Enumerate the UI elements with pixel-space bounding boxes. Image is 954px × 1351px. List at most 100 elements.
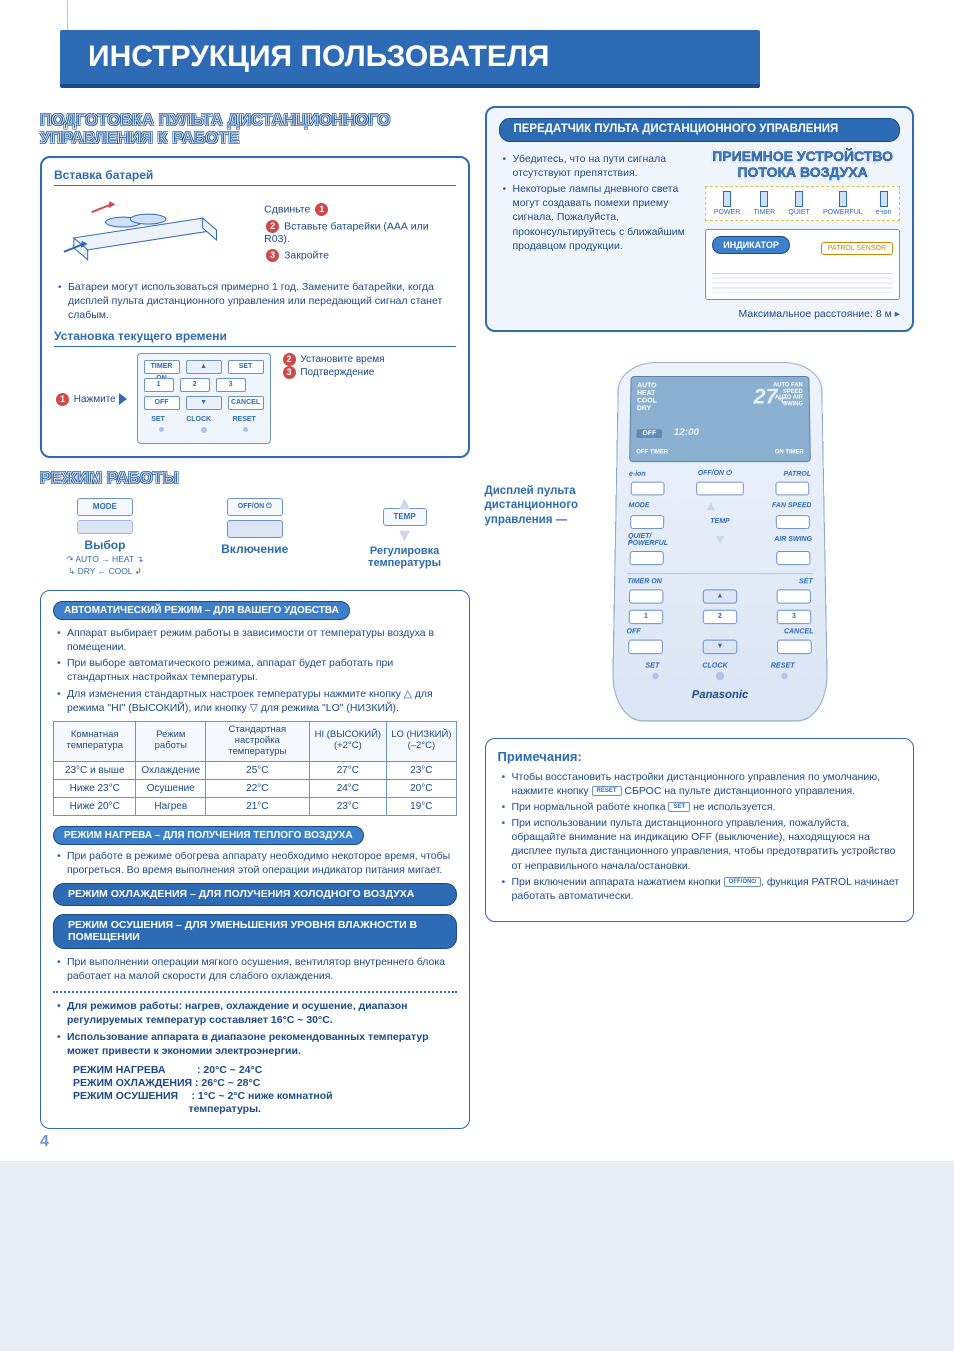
ind-powerful: POWERFUL [823,191,863,216]
mode-caption: Выбор [47,538,162,552]
th-1: Режим работы [136,721,206,761]
btn-quiet[interactable] [629,551,663,565]
btn-air-lbl: AIR SWING [771,536,811,543]
power-button[interactable] [227,520,283,538]
btn-air[interactable] [776,551,810,565]
battery-note: Батареи могут использоваться примерно 1 … [56,280,456,323]
btn-eion-lbl: e-ion [628,470,645,477]
btn-off[interactable] [628,639,663,654]
rec-l3b: температуры. [73,1103,457,1115]
btn-mode[interactable] [630,515,664,529]
lcd-off: OFF [636,429,662,438]
rec-l2: РЕЖИМ ОХЛАЖДЕНИЯ : 26°С ~ 28°С [73,1077,457,1089]
right-column: ПЕРЕДАТЧИК ПУЛЬТА ДИСТАНЦИОННОГО УПРАВЛЕ… [485,106,915,1141]
ind-timer: TIMER [753,191,775,216]
page-root: ИНСТРУКЦИЯ ПОЛЬЗОВАТЕЛЯ ПОДГОТОВКА ПУЛЬТ… [0,0,954,1161]
rec-l1: РЕЖИМ НАГРЕВА : 20°С ~ 24°С [73,1064,457,1076]
temp-up-icon[interactable]: ▲ [703,501,717,511]
key-up[interactable]: ▲ [186,360,222,374]
btn-timer-down[interactable]: ▼ [702,639,737,654]
temp-button: TEMP [383,508,427,526]
key-off[interactable]: OFF [144,396,180,410]
mode-cycle1: ↷ AUTO → HEAT ↴ [47,554,162,564]
battery-step3: 3 Закройте [264,249,455,262]
reset-inline-btn: RESET [592,786,622,796]
step3-badge: 3 [266,249,279,262]
remote-wrap: AUTOHEATCOOLDRY 27°C AUTO FANSPEEDAUTO A… [615,356,825,716]
btn-off-lbl: OFF [626,628,640,635]
th-0: Комнатная температура [54,721,136,761]
power-button-label: OFF/ON ⏻ [227,498,283,516]
dotted-separator [53,991,457,993]
clock-diagram: 1 Нажмите TIMER ON▲SET 123 OFF▼CANCEL SE… [54,353,456,444]
key-2[interactable]: 2 [180,378,210,392]
btn-set[interactable] [776,589,811,603]
display-label: Дисплей пульта дистанционного управления… [485,484,605,527]
btn-reset-dot[interactable] [781,672,787,678]
prep-heading: ПОДГОТОВКА ПУЛЬТА ДИСТАНЦИОННОГО УПРАВЛЕ… [40,112,470,148]
auto-b2: При выборе автоматического режима, аппар… [55,656,457,684]
battery-step1: Сдвиньте 1 [264,203,455,216]
note-1: Чтобы восстановить настройки дистанционн… [500,770,902,798]
btn-1[interactable]: 1 [628,609,663,623]
btn-eion[interactable] [630,481,664,495]
auto-pill: АВТОМАТИЧЕСКИЙ РЕЖИМ – ДЛЯ ВАШЕГО УДОБСТ… [53,601,350,620]
transmitter-panel: ПЕРЕДАТЧИК ПУЛЬТА ДИСТАНЦИОННОГО УПРАВЛЕ… [485,106,915,332]
tx-b2: Некоторые лампы дневного света могут соз… [501,182,696,253]
heat-pill: РЕЖИМ НАГРЕВА – ДЛЯ ПОЛУЧЕНИЯ ТЕПЛОГО ВО… [53,826,364,845]
temp-down-icon[interactable]: ▼ [713,535,727,545]
temp-table: Комнатная температура Режим работы Станд… [53,721,457,816]
note-2: При нормальной работе кнопка SET не испо… [500,800,902,814]
battery-svg [54,192,252,272]
battery-step2: 2 Вставьте батарейки (ААА или R03). [264,220,455,245]
btn-fan[interactable] [775,515,809,529]
btn-offon[interactable] [696,481,744,495]
clock-step3: 3 Подтверждение [281,366,385,379]
key-3[interactable]: 3 [216,378,246,392]
lcd-timer-on: ON TIMER [774,449,803,455]
mode-button[interactable]: MODE [77,498,133,516]
dot-set[interactable] [159,427,164,432]
btn-cancel[interactable] [777,639,812,654]
mode-card-power: OFF/ON ⏻ Включение [197,498,312,576]
table-row: 23°С и вышеОхлаждение25°С27°С23°С [54,761,457,779]
key-1[interactable]: 1 [144,378,174,392]
battery-diagram: Сдвиньте 1 2 Вставьте батарейки (ААА или… [54,192,456,272]
temp-up-icon[interactable]: ▲ [347,498,462,509]
btn-clock-dot[interactable] [715,671,723,679]
dot-reset[interactable] [243,427,248,432]
tx-b1: Убедитесь, что на пути сигнала отсутству… [501,152,696,180]
transmitter-pill: ПЕРЕДАТЧИК ПУЛЬТА ДИСТАНЦИОННОГО УПРАВЛЕ… [499,118,901,142]
btn-temp-lbl: TEMP [703,518,737,525]
auto-b1: Аппарат выбирает режим работы в зависимо… [55,626,457,654]
btn-timer-up[interactable]: ▲ [702,589,736,603]
btn-set2-lbl: SET [645,662,659,669]
btn-patrol[interactable] [775,481,809,495]
page-number: 4 [40,1133,49,1151]
key-down[interactable]: ▼ [186,396,222,410]
notes-heading: Примечания: [498,749,902,764]
step2-badge: 2 [266,220,279,233]
btn-clock-lbl: CLOCK [702,662,727,669]
power-caption: Включение [197,542,312,556]
mode-cards: MODE Выбор ↷ AUTO → HEAT ↴ ↳ DRY ← COOL … [40,498,470,576]
key-set[interactable]: SET [228,360,264,374]
dot-clock[interactable] [201,427,207,433]
btn-set-dot[interactable] [652,672,658,678]
btn-2[interactable]: 2 [702,609,737,623]
mode-cycle2: ↳ DRY ← COOL ↲ [47,566,162,576]
rec-l3a: РЕЖИМ ОСУШЕНИЯ : 1°С ~ 2°С ниже комнатно… [73,1090,457,1102]
note-3: При использовании пульта дистанционного … [500,816,902,873]
key-timer-on[interactable]: TIMER ON [144,360,180,374]
brand-label: Panasonic [625,688,814,701]
two-column-layout: ПОДГОТОВКА ПУЛЬТА ДИСТАНЦИОННОГО УПРАВЛЕ… [40,106,914,1141]
btn-timeron[interactable] [628,589,663,603]
btn-3[interactable]: 3 [776,609,811,623]
clock-step2: 2 Установите время [281,353,385,366]
battery-heading: Вставка батарей [54,168,456,186]
mode-card-mode: MODE Выбор ↷ AUTO → HEAT ↴ ↳ DRY ← COOL … [47,498,162,576]
btn-fan-lbl: FAN SPEED [771,502,811,509]
auto-b3: Для изменения стандартных настроек темпе… [55,687,457,715]
key-cancel[interactable]: CANCEL [228,396,264,410]
temp-down-icon[interactable]: ▼ [347,530,462,541]
